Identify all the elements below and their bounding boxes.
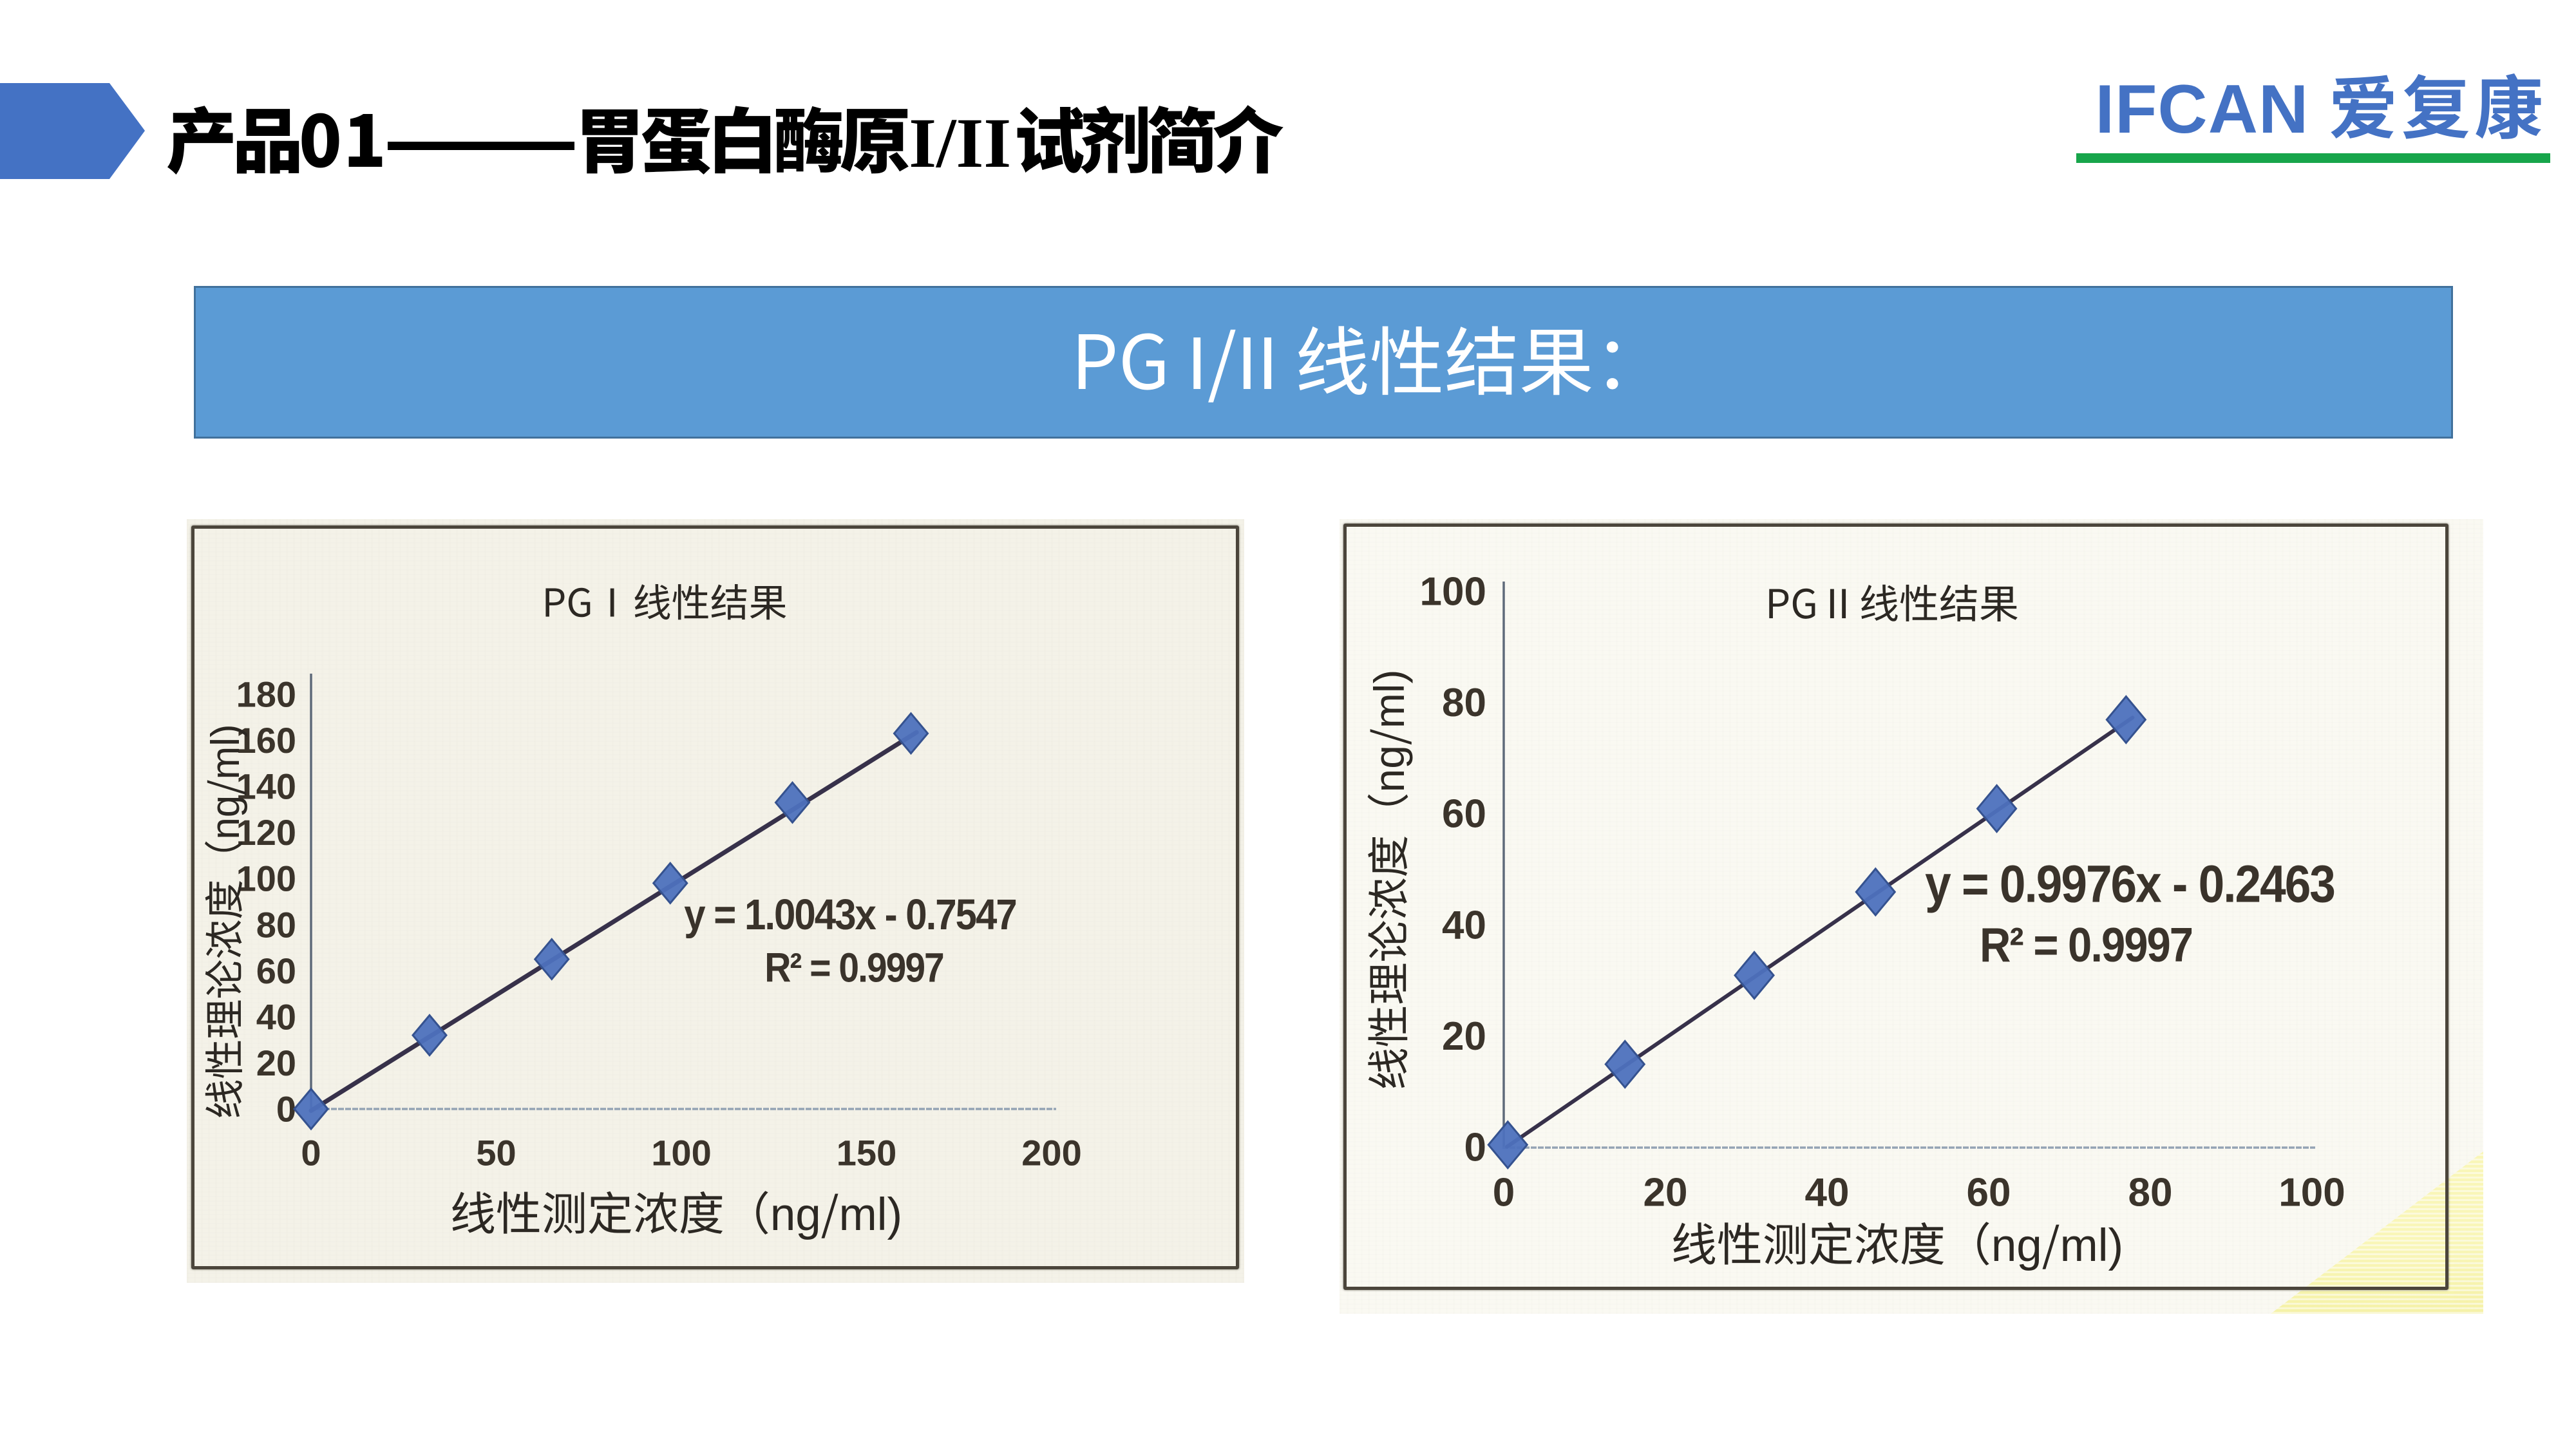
chart-pg2-plot: 0 20 40 60 80 100 0 20 40 60 80 100 xyxy=(1420,570,2345,1215)
y-tick-label: 180 xyxy=(236,674,296,714)
y-tick-label: 160 xyxy=(236,720,296,761)
y-tick-label: 0 xyxy=(1464,1126,1486,1170)
x-tick-label: 150 xyxy=(837,1133,896,1173)
y-tick-label: 140 xyxy=(236,766,296,807)
chart-pg2-title: PGⅡ线性结果 xyxy=(1765,572,2019,630)
page-title-suffix: 试剂简介 xyxy=(1011,84,1283,187)
data-point-marker xyxy=(1604,1039,1646,1089)
x-tick-label: 60 xyxy=(1967,1171,2011,1215)
data-point-marker xyxy=(1976,784,2018,833)
chart-pg2-rsquared: R² = 0.9997 xyxy=(1980,918,2193,972)
data-point-marker xyxy=(2105,695,2147,744)
y-tick-label: 80 xyxy=(256,904,296,945)
y-tick-label: 100 xyxy=(236,858,296,899)
chart-pg1-rsquared: R² = 0.9997 xyxy=(764,945,944,991)
section-banner: PG I/II 线性结果： xyxy=(194,286,2453,439)
chart-pg1-plot: 0 20 40 60 80 100 120 140 160 180 0 50 100 150 200 xyxy=(236,674,1082,1173)
data-point-marker xyxy=(412,1014,448,1057)
data-point-marker xyxy=(1487,1120,1529,1170)
trend-line xyxy=(1505,715,2135,1149)
page-title: 产品01——胃蛋白酶原 I/II 试剂简介 xyxy=(166,94,1283,191)
data-point-marker xyxy=(652,862,688,905)
data-point-marker xyxy=(774,781,811,824)
x-tick-label: 100 xyxy=(2278,1171,2345,1215)
trend-line xyxy=(308,730,919,1113)
y-tick-label: 60 xyxy=(1442,792,1486,837)
data-point-marker xyxy=(293,1087,329,1131)
y-tick-label: 80 xyxy=(1442,681,1486,725)
x-tick-label: 0 xyxy=(1493,1171,1515,1215)
y-tick-label: 20 xyxy=(1442,1014,1486,1059)
company-logo: IFCAN 爱复康 xyxy=(2095,68,2547,144)
logo-underline xyxy=(2076,153,2550,163)
x-tick-label: 80 xyxy=(2128,1171,2173,1215)
page-title-number: 01 xyxy=(299,84,388,187)
chart-pg1-title: PGⅠ线性结果 xyxy=(542,572,788,629)
logo-latin: IFCAN xyxy=(2095,70,2309,147)
y-tick-label: 40 xyxy=(256,996,296,1037)
header-arrow-icon xyxy=(0,83,145,179)
x-tick-label: 50 xyxy=(476,1133,516,1173)
scan-texture xyxy=(1340,519,2483,1314)
y-tick-label: 40 xyxy=(1442,903,1486,947)
data-point-marker xyxy=(893,712,929,755)
chart-pg2-border xyxy=(1343,524,2448,1290)
header-arrow-shape xyxy=(0,83,145,179)
y-tick-label: 0 xyxy=(276,1089,296,1130)
chart-pg2-equation: y = 0.9976x - 0.2463 xyxy=(1925,855,2336,914)
chart-pg1-ylabel: 线性理论浓度（ng/ml) xyxy=(193,724,251,1119)
company-logo-text: IFCAN 爱复康 xyxy=(2095,68,2547,144)
data-point-marker xyxy=(533,938,570,981)
x-tick-label: 200 xyxy=(1021,1133,1081,1173)
x-tick-label: 100 xyxy=(651,1133,711,1173)
x-tick-label: 0 xyxy=(301,1133,321,1173)
chart-pg1-xlabel: 线性测定浓度（ng/ml) xyxy=(450,1178,903,1244)
chart-pg2-ylabel: 线性理论浓度（ng/ml) xyxy=(1355,669,1417,1090)
section-banner-title: PG I/II 线性结果： xyxy=(1071,302,1669,411)
data-point-marker xyxy=(1734,951,1776,1000)
x-tick-label: 20 xyxy=(1643,1171,1688,1215)
y-tick-label: 100 xyxy=(1420,570,1486,614)
data-point-marker xyxy=(1855,867,1897,917)
x-tick-label: 40 xyxy=(1805,1171,1850,1215)
y-tick-label: 120 xyxy=(236,812,296,853)
chart-pg1-equation: y = 1.0043x - 0.7547 xyxy=(684,890,1017,939)
y-tick-label: 20 xyxy=(256,1043,296,1083)
chart-pg2-xlabel: 线性测定浓度（ng/ml) xyxy=(1671,1209,2124,1274)
page-title-dash: —— xyxy=(387,94,574,178)
page-title-subject: 胃蛋白酶原 xyxy=(574,84,911,187)
logo-cjk: 爱复康 xyxy=(2328,53,2547,153)
scan-texture xyxy=(187,519,1244,1283)
chart-pg1-scan: 0 20 40 60 80 100 120 140 160 180 0 50 100 150 200 PGⅠ… xyxy=(187,519,1244,1283)
page-title-product: 产品 xyxy=(166,84,303,187)
page-title-roman: I/II xyxy=(909,104,1012,182)
y-tick-label: 60 xyxy=(256,951,296,991)
chart-pg1-border xyxy=(191,526,1239,1269)
chart-pg2-scan: 0 20 40 60 80 100 0 20 40 60 80 100 PGⅡ线性结果 线性理论浓度（… xyxy=(1340,519,2483,1314)
